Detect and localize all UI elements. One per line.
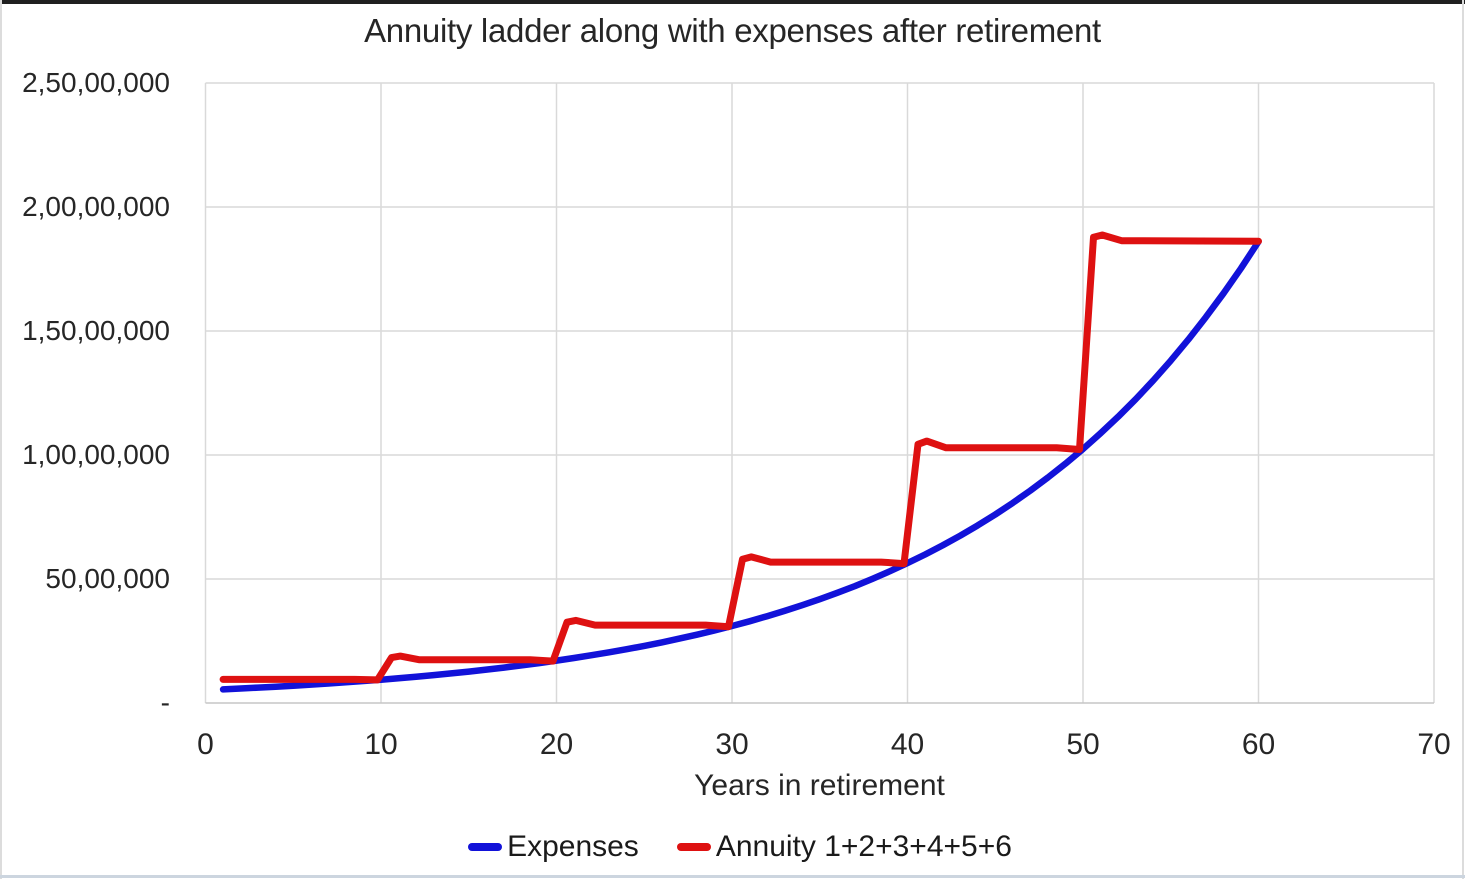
y-axis-tick-label: 1,50,00,000 [22, 315, 170, 346]
x-axis-tick-label: 10 [364, 728, 398, 761]
x-axis-tick-label: 30 [715, 728, 749, 761]
x-axis-tick-label: 70 [1417, 728, 1451, 761]
top-border [0, 0, 1465, 4]
x-axis-tick-label: 20 [539, 728, 574, 761]
legend-label: Expenses [507, 830, 639, 863]
legend-item-expenses: Expenses [468, 830, 639, 864]
y-axis-tick-label: 2,50,00,000 [22, 67, 170, 98]
series-line-annuity [219, 231, 1262, 684]
x-axis-tick-label: 0 [197, 728, 214, 761]
legend: Expenses Annuity 1+2+3+4+5+6 [0, 830, 1465, 864]
x-axis-title: Years in retirement [694, 769, 945, 802]
x-axis-tick-label: 50 [1066, 728, 1100, 761]
y-axis-tick-label: 50,00,000 [45, 563, 170, 594]
y-axis-tick-label: 1,00,00,000 [22, 439, 170, 470]
right-border [1462, 0, 1464, 879]
chart-title: Annuity ladder along with expenses after… [364, 12, 1101, 49]
legend-label: Annuity 1+2+3+4+5+6 [715, 830, 1012, 863]
x-axis-tick-label: 60 [1241, 728, 1276, 761]
bottom-border [0, 875, 1465, 878]
y-axis-tick-label: - [160, 687, 170, 718]
legend-swatch-icon [676, 843, 711, 851]
left-border [0, 0, 2, 879]
x-axis-tick-label: 40 [890, 728, 925, 761]
legend-item-annuity: Annuity 1+2+3+4+5+6 [676, 830, 1012, 864]
series-line-expenses [219, 238, 1262, 693]
legend-swatch-icon [468, 843, 503, 851]
y-axis-tick-label: 2,00,00,000 [22, 191, 170, 222]
